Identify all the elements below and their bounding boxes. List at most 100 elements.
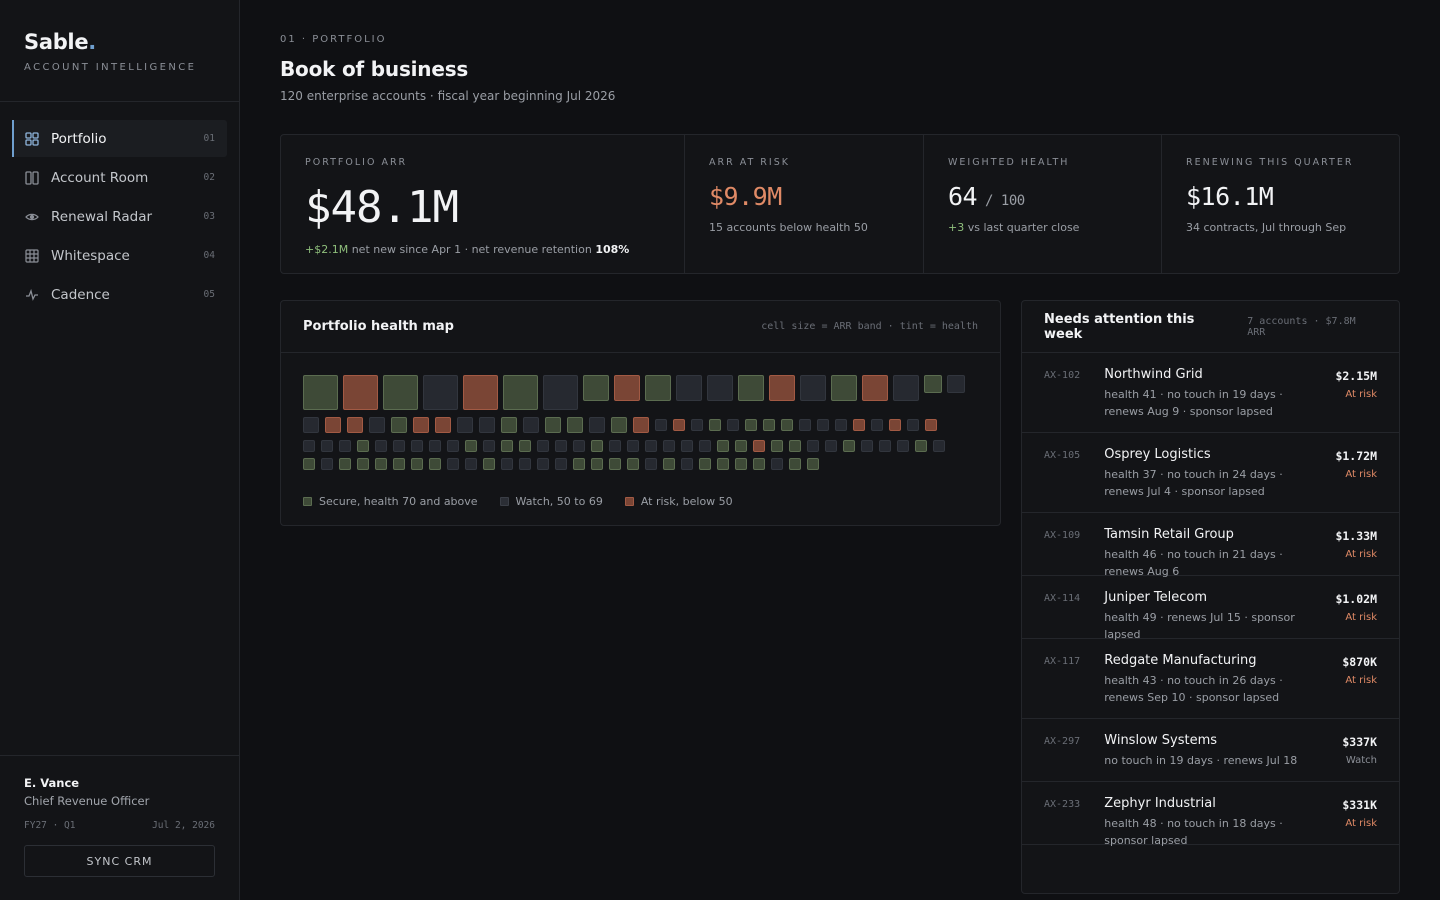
health-cell-secure[interactable]: [545, 417, 561, 433]
health-cell-secure[interactable]: [924, 375, 942, 393]
health-cell-risk[interactable]: [614, 375, 640, 401]
account-name[interactable]: Northwind Grid: [1104, 367, 1203, 382]
health-cell-watch[interactable]: [543, 375, 578, 410]
health-cell-watch[interactable]: [501, 458, 513, 470]
health-cell-watch[interactable]: [457, 417, 473, 433]
health-cell-watch[interactable]: [645, 440, 657, 452]
health-cell-risk[interactable]: [753, 440, 765, 452]
health-cell-watch[interactable]: [707, 375, 733, 401]
account-name[interactable]: Redgate Manufacturing: [1104, 653, 1257, 668]
health-cell-secure[interactable]: [915, 440, 927, 452]
health-cell-risk[interactable]: [413, 417, 429, 433]
health-cell-secure[interactable]: [781, 419, 793, 431]
health-cell-watch[interactable]: [655, 419, 667, 431]
health-cell-watch[interactable]: [429, 440, 441, 452]
health-cell-secure[interactable]: [789, 458, 801, 470]
account-name[interactable]: Zephyr Industrial: [1104, 796, 1216, 811]
health-cell-watch[interactable]: [871, 419, 883, 431]
health-cell-secure[interactable]: [645, 375, 671, 401]
health-cell-secure[interactable]: [503, 375, 538, 410]
attention-row[interactable]: AX-233 Zephyr Industrial health 48 · no to…: [1022, 782, 1399, 847]
health-cell-watch[interactable]: [369, 417, 385, 433]
health-cell-watch[interactable]: [447, 458, 459, 470]
health-cell-risk[interactable]: [343, 375, 378, 410]
health-cell-secure[interactable]: [831, 375, 857, 401]
health-cell-watch[interactable]: [589, 417, 605, 433]
health-cell-secure[interactable]: [303, 375, 338, 410]
attention-row[interactable]: AX-297 Winslow Systems no touch in 19 days…: [1022, 719, 1399, 782]
health-cell-secure[interactable]: [738, 375, 764, 401]
health-cell-secure[interactable]: [753, 458, 765, 470]
health-cell-risk[interactable]: [633, 417, 649, 433]
health-cell-watch[interactable]: [663, 440, 675, 452]
health-cell-watch[interactable]: [861, 440, 873, 452]
health-cell-secure[interactable]: [627, 458, 639, 470]
health-cell-secure[interactable]: [663, 458, 675, 470]
health-cell-secure[interactable]: [735, 440, 747, 452]
health-cell-watch[interactable]: [627, 440, 639, 452]
health-cell-secure[interactable]: [583, 375, 609, 401]
health-cell-watch[interactable]: [465, 458, 477, 470]
health-cell-watch[interactable]: [727, 419, 739, 431]
brand-logo[interactable]: Sable.: [24, 30, 96, 54]
health-cell-secure[interactable]: [591, 458, 603, 470]
health-cell-watch[interactable]: [825, 440, 837, 452]
health-cell-watch[interactable]: [321, 440, 333, 452]
health-cell-secure[interactable]: [429, 458, 441, 470]
sidebar-item-portfolio[interactable]: Portfolio 01: [12, 120, 227, 157]
health-cell-secure[interactable]: [717, 440, 729, 452]
health-cell-secure[interactable]: [573, 458, 585, 470]
health-cell-watch[interactable]: [523, 417, 539, 433]
health-cell-watch[interactable]: [321, 458, 333, 470]
health-cell-watch[interactable]: [691, 419, 703, 431]
health-cell-watch[interactable]: [339, 440, 351, 452]
health-cell-risk[interactable]: [347, 417, 363, 433]
health-cell-risk[interactable]: [673, 419, 685, 431]
sync-crm-button[interactable]: SYNC CRM: [24, 845, 215, 877]
health-cell-watch[interactable]: [537, 440, 549, 452]
health-cell-secure[interactable]: [393, 458, 405, 470]
health-cell-watch[interactable]: [555, 440, 567, 452]
attention-row[interactable]: AX-114 Juniper Telecom health 49 · renews …: [1022, 576, 1399, 641]
health-cell-watch[interactable]: [807, 440, 819, 452]
health-cell-watch[interactable]: [799, 419, 811, 431]
health-cell-watch[interactable]: [879, 440, 891, 452]
health-cell-watch[interactable]: [393, 440, 405, 452]
health-cell-secure[interactable]: [501, 440, 513, 452]
health-cell-secure[interactable]: [745, 419, 757, 431]
health-cell-risk[interactable]: [925, 419, 937, 431]
attention-row[interactable]: AX-109 Tamsin Retail Group health 46 · no …: [1022, 513, 1399, 578]
health-cell-watch[interactable]: [681, 458, 693, 470]
health-cell-secure[interactable]: [465, 440, 477, 452]
sidebar-item-whitespace[interactable]: Whitespace 04: [12, 237, 227, 274]
health-cell-secure[interactable]: [483, 458, 495, 470]
health-cell-secure[interactable]: [789, 440, 801, 452]
attention-row[interactable]: AX-105 Osprey Logistics health 37 · no tou…: [1022, 433, 1399, 513]
health-cell-secure[interactable]: [411, 458, 423, 470]
health-cell-watch[interactable]: [519, 458, 531, 470]
health-cell-watch[interactable]: [423, 375, 458, 410]
health-cell-watch[interactable]: [303, 417, 319, 433]
health-cell-secure[interactable]: [391, 417, 407, 433]
health-cell-watch[interactable]: [771, 458, 783, 470]
health-cell-watch[interactable]: [933, 440, 945, 452]
health-cell-risk[interactable]: [862, 375, 888, 401]
health-cell-risk[interactable]: [435, 417, 451, 433]
health-cell-secure[interactable]: [717, 458, 729, 470]
health-cell-secure[interactable]: [611, 417, 627, 433]
health-cell-secure[interactable]: [699, 458, 711, 470]
sidebar-item-account-room[interactable]: Account Room 02: [12, 159, 227, 196]
attention-row[interactable]: AX-117 Redgate Manufacturing health 43 · n…: [1022, 639, 1399, 719]
health-cell-watch[interactable]: [375, 440, 387, 452]
health-cell-watch[interactable]: [537, 458, 549, 470]
health-cell-secure[interactable]: [843, 440, 855, 452]
account-name[interactable]: Juniper Telecom: [1104, 590, 1208, 605]
health-cell-watch[interactable]: [800, 375, 826, 401]
health-cell-risk[interactable]: [853, 419, 865, 431]
health-cell-watch[interactable]: [835, 419, 847, 431]
health-cell-watch[interactable]: [447, 440, 459, 452]
health-cell-watch[interactable]: [893, 375, 919, 401]
sidebar-item-cadence[interactable]: Cadence 05: [12, 276, 227, 313]
health-cell-secure[interactable]: [591, 440, 603, 452]
health-cell-watch[interactable]: [483, 440, 495, 452]
